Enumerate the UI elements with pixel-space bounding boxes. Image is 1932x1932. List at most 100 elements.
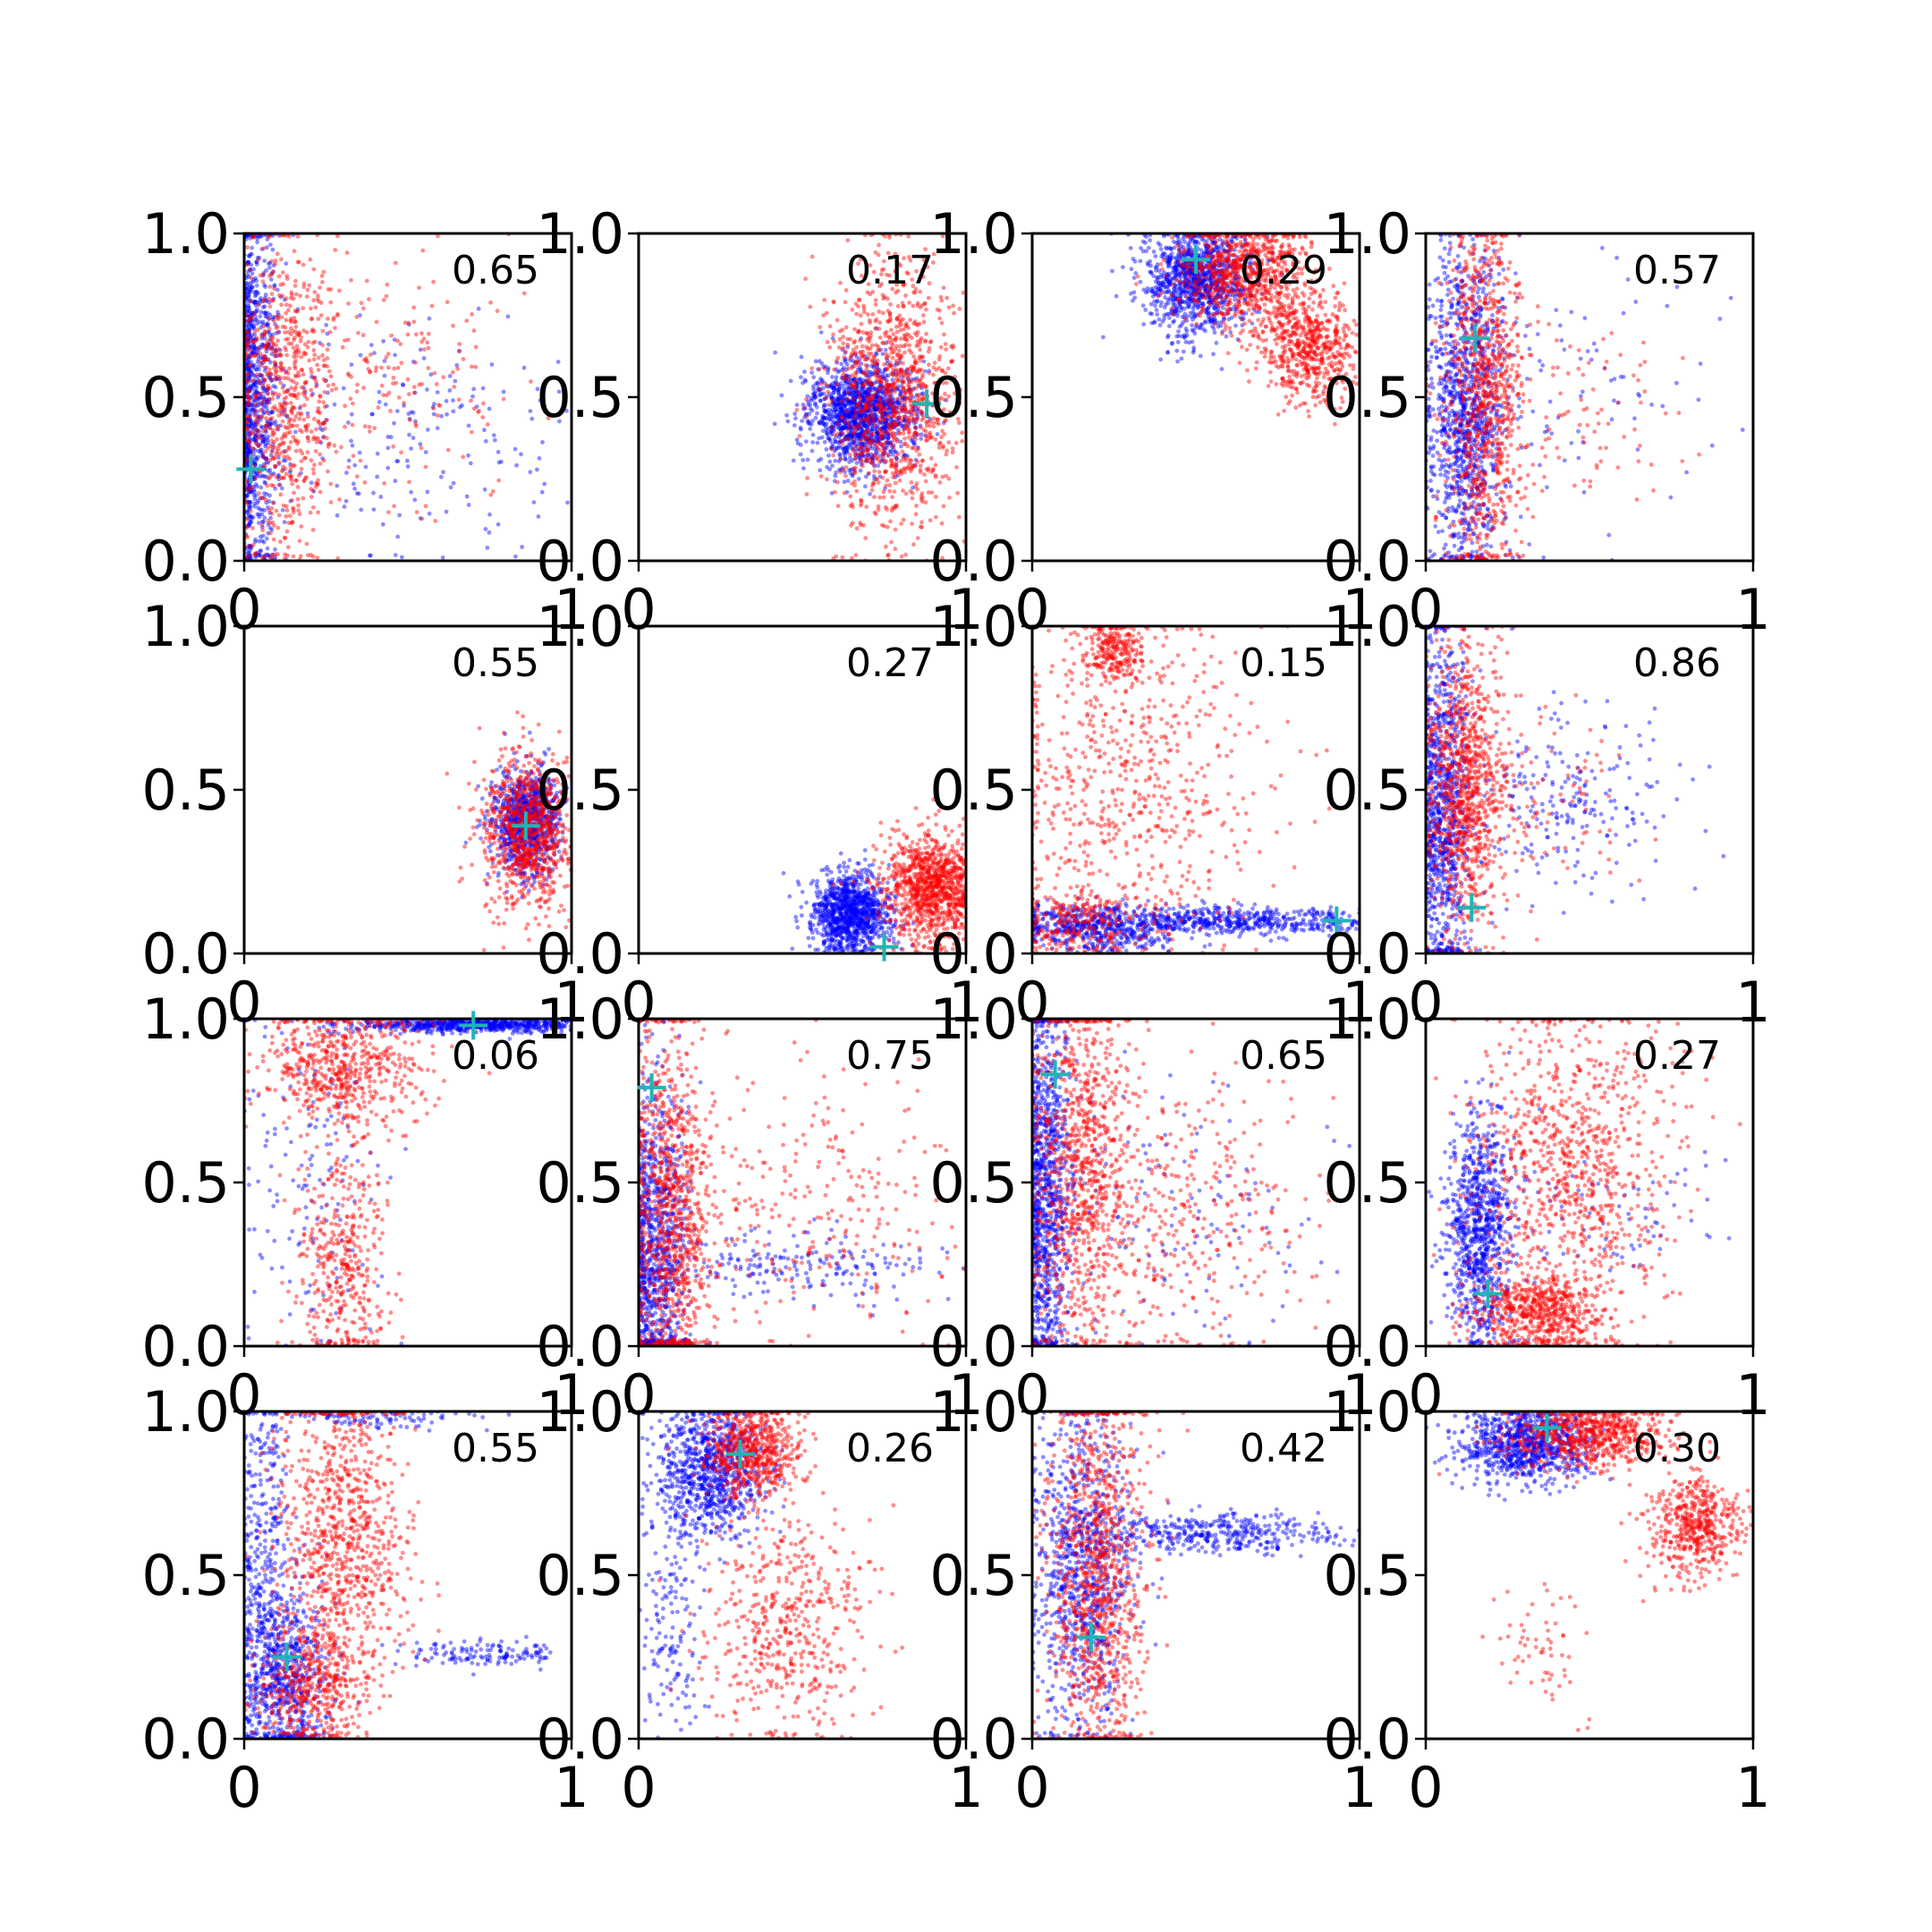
data-point — [843, 375, 848, 380]
data-point — [846, 399, 852, 404]
data-point — [937, 480, 943, 485]
data-point — [875, 370, 880, 376]
data-point — [835, 407, 840, 412]
data-point — [520, 545, 524, 549]
data-point — [840, 406, 844, 411]
data-point — [254, 259, 259, 265]
data-point — [267, 265, 272, 270]
data-point — [260, 386, 265, 391]
data-point — [1166, 263, 1172, 268]
data-point — [1190, 339, 1195, 344]
data-point — [804, 414, 809, 419]
data-point — [870, 359, 876, 364]
data-point — [854, 387, 860, 393]
data-point — [469, 398, 473, 403]
data-point — [247, 545, 252, 550]
data-point — [895, 421, 901, 427]
data-point — [822, 439, 827, 445]
data-point — [252, 437, 258, 442]
data-point — [854, 402, 860, 407]
data-point — [843, 378, 849, 384]
data-point — [920, 395, 926, 401]
data-point — [1197, 326, 1202, 331]
data-point — [267, 426, 273, 431]
data-point — [841, 373, 845, 378]
data-point — [250, 351, 255, 356]
data-point — [854, 311, 860, 317]
data-point — [859, 498, 864, 504]
data-point — [865, 389, 870, 394]
data-point — [346, 373, 352, 377]
data-point — [856, 423, 861, 428]
data-point — [852, 412, 858, 418]
data-point — [245, 408, 250, 413]
data-point — [928, 419, 932, 424]
data-point — [1181, 280, 1186, 284]
data-point — [253, 367, 258, 372]
data-point — [833, 408, 837, 412]
data-point — [250, 372, 256, 377]
data-point — [1191, 306, 1196, 311]
data-point — [247, 365, 251, 370]
data-point — [1110, 268, 1114, 274]
data-point — [557, 419, 562, 424]
data-point — [882, 523, 886, 529]
data-point — [1233, 272, 1239, 276]
data-point — [247, 314, 252, 319]
data-point — [1240, 287, 1244, 292]
data-point — [843, 403, 848, 409]
data-point — [905, 453, 911, 459]
data-point — [875, 401, 880, 405]
data-point — [395, 459, 401, 463]
data-point — [858, 402, 863, 407]
data-point — [885, 383, 890, 387]
data-point — [266, 233, 271, 239]
data-point — [1200, 326, 1206, 332]
data-point — [940, 368, 945, 373]
data-point — [254, 290, 259, 294]
data-point — [1172, 310, 1177, 315]
data-point — [843, 407, 848, 412]
data-point — [940, 380, 945, 386]
data-point — [896, 401, 901, 405]
data-point — [276, 413, 282, 418]
data-point — [1212, 317, 1217, 322]
data-point — [255, 372, 259, 377]
data-point — [364, 356, 369, 361]
data-point — [284, 426, 289, 430]
data-point — [862, 423, 868, 428]
data-point — [266, 357, 271, 362]
data-point — [288, 317, 293, 321]
data-point — [296, 370, 301, 375]
data-point — [860, 394, 865, 398]
data-point — [311, 348, 317, 352]
data-point — [868, 398, 873, 402]
data-point — [262, 369, 267, 373]
data-point — [263, 309, 268, 315]
data-point — [802, 406, 808, 411]
data-point — [245, 395, 250, 400]
data-point — [1218, 269, 1224, 275]
data-point — [284, 310, 289, 316]
data-point — [875, 387, 879, 393]
data-point — [266, 476, 271, 481]
data-point — [877, 395, 883, 401]
data-point — [949, 344, 953, 349]
data-point — [247, 327, 252, 333]
data-point — [258, 360, 263, 364]
data-point — [807, 419, 811, 424]
data-point — [245, 273, 250, 278]
data-point — [375, 474, 379, 479]
data-point — [858, 418, 863, 423]
data-point — [248, 267, 252, 273]
data-point — [931, 251, 936, 257]
data-point — [1183, 293, 1188, 299]
data-point — [843, 410, 849, 415]
data-point — [359, 301, 364, 306]
data-point — [320, 343, 325, 348]
data-point — [858, 452, 863, 456]
data-point — [253, 553, 258, 558]
data-point — [266, 422, 271, 428]
data-point — [245, 366, 250, 371]
data-point — [886, 436, 890, 441]
